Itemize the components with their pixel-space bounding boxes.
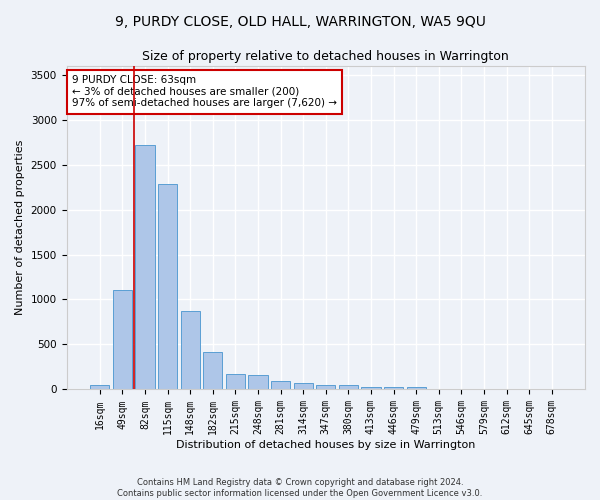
Bar xyxy=(248,374,268,390)
Bar xyxy=(113,290,132,390)
X-axis label: Distribution of detached houses by size in Warrington: Distribution of detached houses by size … xyxy=(176,440,475,450)
Bar xyxy=(271,382,290,390)
Text: 9 PURDY CLOSE: 63sqm
← 3% of detached houses are smaller (200)
97% of semi-detac: 9 PURDY CLOSE: 63sqm ← 3% of detached ho… xyxy=(72,76,337,108)
Bar xyxy=(90,385,109,390)
Bar xyxy=(339,384,358,390)
Bar xyxy=(181,311,200,390)
Bar xyxy=(203,352,223,390)
Bar xyxy=(136,144,155,390)
Bar xyxy=(361,387,380,390)
Bar xyxy=(293,383,313,390)
Text: Contains HM Land Registry data © Crown copyright and database right 2024.
Contai: Contains HM Land Registry data © Crown c… xyxy=(118,478,482,498)
Title: Size of property relative to detached houses in Warrington: Size of property relative to detached ho… xyxy=(142,50,509,63)
Y-axis label: Number of detached properties: Number of detached properties xyxy=(15,140,25,315)
Text: 9, PURDY CLOSE, OLD HALL, WARRINGTON, WA5 9QU: 9, PURDY CLOSE, OLD HALL, WARRINGTON, WA… xyxy=(115,15,485,29)
Bar xyxy=(384,387,403,390)
Bar xyxy=(316,384,335,390)
Bar xyxy=(226,374,245,390)
Bar xyxy=(158,184,177,390)
Bar xyxy=(407,387,426,390)
